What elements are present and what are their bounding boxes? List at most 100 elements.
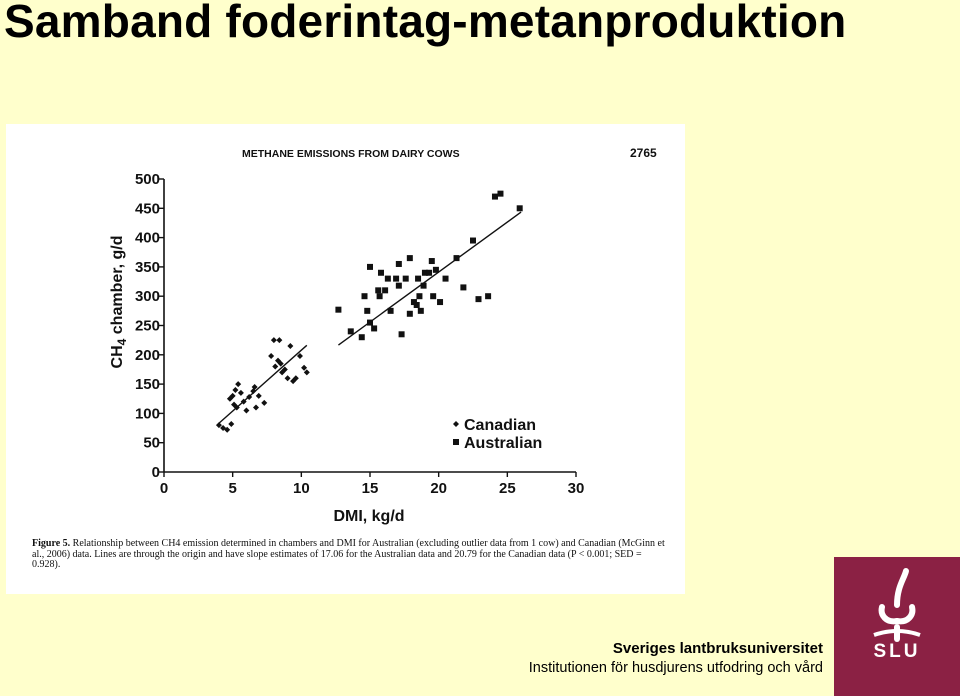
point-canadian (243, 407, 250, 414)
point-australian (384, 275, 391, 282)
y-tick-label: 300 (135, 288, 160, 305)
point-canadian (253, 404, 260, 411)
point-canadian (229, 392, 236, 399)
point-australian (416, 293, 423, 300)
point-australian (395, 260, 402, 267)
slide-title: Samband foderintag-metanproduktion (4, 0, 847, 47)
point-australian (460, 284, 467, 291)
slu-logo: SLU (834, 557, 960, 696)
point-australian (420, 282, 427, 289)
x-tick-label: 15 (362, 480, 379, 497)
point-australian (442, 275, 449, 282)
point-australian (516, 205, 523, 212)
point-australian (426, 269, 433, 276)
legend-label-australian: Australian (464, 435, 542, 452)
point-australian (376, 293, 383, 300)
point-australian (491, 193, 498, 200)
logo-text: SLU (873, 641, 921, 662)
point-canadian (303, 369, 310, 376)
x-tick-label: 30 (568, 480, 585, 497)
fit-lines (218, 211, 522, 424)
point-australian (413, 301, 420, 308)
point-australian (402, 275, 409, 282)
point-australian (375, 287, 382, 294)
point-australian (387, 307, 394, 314)
point-australian (437, 299, 444, 306)
point-canadian (301, 364, 308, 371)
figure-page-number: 2765 (630, 146, 657, 160)
point-australian (358, 334, 365, 341)
point-australian (406, 255, 413, 262)
point-canadian (255, 392, 262, 399)
data-points (215, 190, 523, 433)
x-axis-label: DMI, kg/d (333, 508, 404, 525)
point-canadian (232, 386, 239, 393)
fit-line-australian (338, 211, 522, 346)
y-tick-label: 500 (135, 171, 160, 188)
point-canadian (237, 389, 244, 396)
point-australian (395, 282, 402, 289)
point-australian (382, 287, 389, 294)
point-canadian (276, 337, 283, 344)
university-name: Sveriges lantbruksuniversitet (612, 640, 823, 657)
point-australian (428, 258, 435, 265)
point-australian (335, 306, 342, 313)
point-canadian (290, 378, 297, 385)
point-canadian (292, 375, 299, 382)
point-australian (497, 190, 504, 197)
point-australian (364, 307, 371, 314)
point-canadian (228, 420, 235, 427)
chart-legend: Canadian Australian (453, 417, 542, 452)
y-tick-label: 0 (152, 464, 160, 481)
legend-marker-canadian (453, 421, 459, 427)
point-australian (430, 293, 437, 300)
point-australian (421, 269, 428, 276)
point-australian (432, 266, 439, 273)
y-tick-label: 50 (143, 435, 160, 452)
x-ticks: 0 5 10 15 20 25 30 (160, 472, 585, 497)
point-canadian (233, 404, 240, 411)
point-canadian (287, 343, 294, 350)
x-tick-label: 25 (499, 480, 516, 497)
x-tick-label: 10 (293, 480, 310, 497)
point-australian (415, 275, 422, 282)
point-australian (393, 275, 400, 282)
point-australian (377, 269, 384, 276)
legend-label-canadian: Canadian (464, 417, 536, 434)
fit-line-canadian (218, 344, 308, 424)
y-tick-label: 400 (135, 230, 160, 247)
point-canadian (272, 363, 279, 370)
scatter-chart: 0 50 100 150 200 250 300 350 400 450 500 0 5 10 15 20 2… (109, 171, 585, 525)
y-ticks: 0 50 100 150 200 250 300 350 400 450 500 (135, 171, 164, 481)
legend-marker-australian (453, 439, 459, 445)
y-tick-label: 150 (135, 376, 160, 393)
point-canadian (261, 399, 268, 406)
caption-label: Figure 5. (32, 538, 71, 549)
point-australian (398, 331, 405, 338)
point-canadian (235, 381, 242, 388)
point-canadian (215, 422, 222, 429)
point-canadian (277, 360, 284, 367)
point-canadian (296, 352, 303, 359)
institution-name: Institutionen för husdjurens utfodring o… (528, 660, 823, 676)
point-australian (485, 293, 492, 300)
x-tick-label: 0 (160, 480, 168, 497)
point-canadian (224, 426, 231, 433)
point-australian (470, 237, 476, 244)
point-australian (406, 310, 413, 317)
point-australian (367, 319, 373, 326)
y-tick-label: 450 (135, 200, 160, 217)
y-tick-label: 100 (135, 405, 160, 422)
point-australian (453, 255, 460, 262)
point-australian (371, 325, 378, 332)
figure-caption: Figure 5. Relationship between CH4 emiss… (32, 538, 672, 571)
y-tick-label: 350 (135, 259, 160, 276)
point-australian (347, 328, 354, 335)
point-canadian (284, 375, 291, 382)
figure-header: METHANE EMISSIONS FROM DAIRY COWS (242, 148, 460, 160)
point-australian (361, 293, 368, 300)
point-canadian (281, 366, 288, 373)
caption-text: Relationship between CH4 emission determ… (32, 538, 665, 571)
point-canadian (268, 352, 275, 359)
point-australian (367, 263, 373, 270)
